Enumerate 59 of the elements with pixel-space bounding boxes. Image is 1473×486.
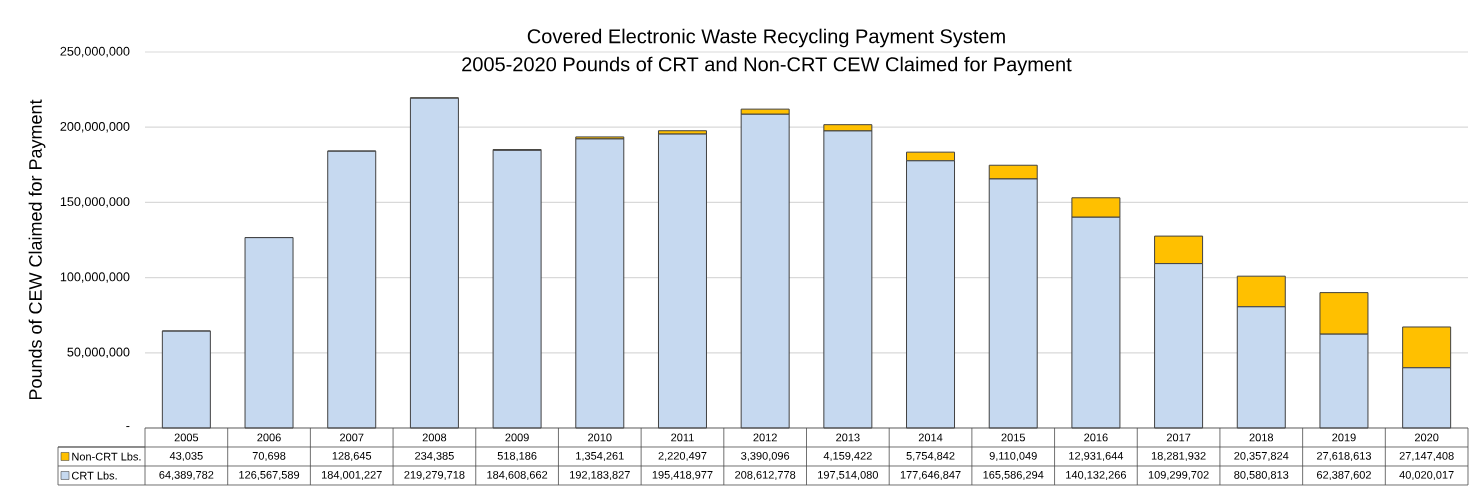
data-label: 20,357,824 [1234, 451, 1289, 462]
data-label: 195,418,977 [652, 470, 713, 481]
data-label: 12,931,644 [1069, 451, 1124, 462]
data-label: 80,580,813 [1234, 470, 1289, 481]
x-tick-label: 2007 [340, 433, 364, 442]
data-label: 62,387,602 [1317, 470, 1371, 481]
x-tick-label: 2016 [1084, 433, 1108, 442]
y-axis-title: Pounds of CEW Claimed for Payment [28, 99, 46, 400]
data-label: 27,147,408 [1399, 451, 1454, 462]
y-tick-label: 250,000,000 [60, 46, 130, 58]
data-label: 165,586,294 [983, 470, 1044, 481]
data-label: 192,183,827 [570, 470, 630, 481]
y-tick-label: 150,000,000 [60, 197, 130, 208]
x-tick-label: 2010 [588, 433, 612, 442]
x-tick-label: 2013 [836, 433, 860, 442]
x-tick-label: 2017 [1166, 433, 1191, 442]
data-label: 219,279,718 [404, 470, 465, 481]
data-label: 109,299,702 [1148, 470, 1209, 481]
x-tick-label: 2012 [753, 433, 777, 442]
x-tick-label: 2011 [671, 433, 694, 442]
x-tick-label: 2015 [1001, 433, 1025, 442]
legend-label: Non-CRT Lbs. [72, 452, 141, 461]
data-label: 64,389,782 [159, 470, 214, 481]
legend-label: CRT Lbs. [71, 471, 117, 480]
x-tick-label: 2020 [1414, 433, 1439, 442]
data-label: 184,001,227 [321, 470, 382, 481]
data-label: 140,132,266 [1066, 470, 1127, 481]
chart-title: Covered Electronic Waste Recycling Payment System [527, 28, 1005, 48]
data-label: 5,754,842 [906, 451, 955, 462]
x-tick-label: 2014 [918, 433, 943, 442]
x-tick-label: 2006 [257, 433, 281, 442]
data-label: 27,618,613 [1317, 451, 1372, 462]
data-label: 126,567,589 [239, 470, 300, 481]
data-label: 518,186 [497, 451, 537, 462]
data-label: 177,646,847 [900, 470, 961, 481]
chart-subtitle: 2005-2020 Pounds of CRT and Non-CRT CEW Claimed for Payment [462, 56, 1072, 76]
x-tick-label: 2018 [1249, 433, 1274, 442]
y-tick-label: 50,000,000 [67, 347, 130, 358]
data-label: 2,220,497 [658, 451, 707, 462]
data-label: 184,608,662 [487, 470, 548, 481]
data-label: 70,698 [252, 451, 286, 462]
data-label: 9,110,049 [989, 451, 1037, 462]
data-label: 128,645 [332, 451, 372, 462]
data-label: 40,020,017 [1399, 470, 1454, 481]
y-tick-label: 100,000,000 [60, 272, 130, 283]
y-tick-label: - [126, 426, 130, 428]
x-tick-label: 2009 [505, 433, 529, 442]
x-tick-label: 2019 [1332, 433, 1356, 442]
data-label: 3,390,096 [741, 451, 790, 462]
data-label: 4,159,422 [823, 451, 872, 462]
data-label: 18,281,932 [1151, 451, 1206, 462]
data-label: 208,612,778 [735, 470, 796, 481]
y-tick-label: 200,000,000 [60, 121, 130, 133]
data-label: 197,514,080 [818, 470, 878, 481]
data-label: 234,385 [415, 451, 454, 462]
data-label: 43,035 [169, 451, 203, 462]
x-tick-label: 2008 [422, 433, 447, 442]
x-tick-label: 2005 [174, 433, 199, 442]
data-label: 1,354,261 [576, 451, 624, 462]
